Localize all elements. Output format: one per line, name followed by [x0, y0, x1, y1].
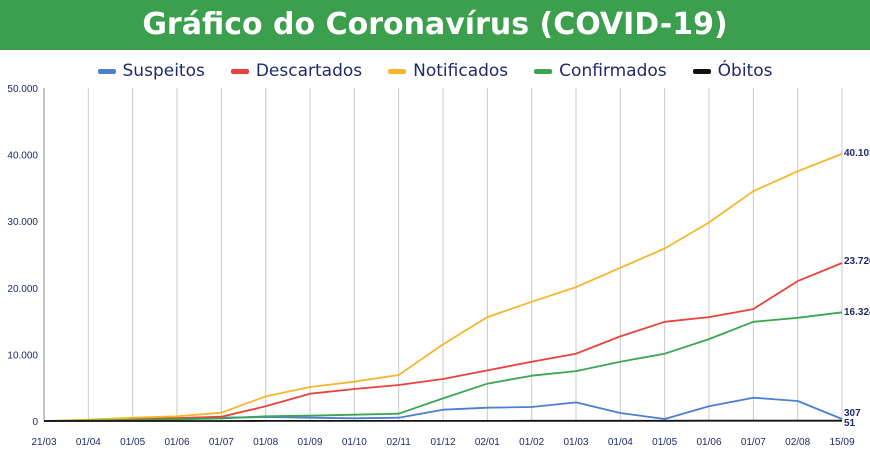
- x-tick-label: 01/05: [120, 437, 145, 448]
- end-value-label: 16.324: [844, 307, 870, 318]
- legend-item-obitos: Óbitos: [692, 61, 773, 81]
- end-value-label: 51: [844, 418, 856, 429]
- y-tick-label: 50.000: [7, 84, 38, 95]
- x-tick-label: 01/06: [164, 437, 189, 448]
- end-value-label: 23.726: [844, 256, 870, 267]
- legend-label: Notificados: [413, 61, 509, 81]
- x-tick-label: 01/09: [297, 437, 322, 448]
- x-tick-label: 02/08: [785, 437, 810, 448]
- y-tick-label: 10.000: [7, 350, 38, 361]
- legend-item-notificados: Notificados: [388, 61, 508, 81]
- x-tick-label: 01/12: [430, 437, 455, 448]
- x-tick-label: 21/03: [31, 437, 56, 448]
- x-tick-label: 02/11: [387, 437, 412, 448]
- y-tick-label: 0: [32, 417, 38, 428]
- y-tick-label: 30.000: [7, 217, 38, 228]
- end-value-label: 40.101: [844, 148, 870, 159]
- x-tick-label: 01/04: [76, 437, 101, 448]
- series-line-notificados: [43, 153, 843, 422]
- x-tick-label: 01/03: [563, 437, 588, 448]
- series-line-descartados: [43, 262, 843, 422]
- legend-label: Suspeitos: [122, 61, 205, 81]
- legend-label: Confirmados: [559, 61, 667, 81]
- y-tick-label: 40.000: [7, 151, 38, 162]
- x-tick-label: 01/07: [209, 437, 234, 448]
- chart-legend: Suspeitos Descartados Notificados Confir…: [0, 58, 870, 84]
- x-tick-label: 01/02: [519, 437, 544, 448]
- legend-item-descartados: Descartados: [230, 61, 363, 81]
- x-tick-label: 01/05: [652, 437, 677, 448]
- legend-item-confirmados: Confirmados: [534, 61, 667, 81]
- x-tick-label: 01/04: [608, 437, 633, 448]
- legend-swatch: [230, 68, 249, 74]
- legend-swatch: [534, 68, 553, 74]
- series-line-confirmados: [43, 311, 843, 422]
- x-tick-label: 15/09: [829, 437, 854, 448]
- legend-label: Descartados: [255, 61, 363, 81]
- x-tick-label: 01/08: [253, 437, 278, 448]
- x-tick-label: 02/01: [475, 437, 500, 448]
- chart-title: Gráfico do Coronavírus (COVID-19): [142, 7, 728, 42]
- legend-swatch: [97, 68, 116, 74]
- x-tick-label: 01/10: [342, 437, 367, 448]
- y-tick-label: 20.000: [7, 284, 38, 295]
- legend-label: Óbitos: [717, 61, 773, 81]
- legend-item-suspeitos: Suspeitos: [97, 61, 205, 81]
- legend-swatch: [692, 68, 711, 74]
- x-tick-label: 01/06: [696, 437, 721, 448]
- legend-swatch: [388, 68, 407, 74]
- end-value-label: 307: [844, 408, 861, 419]
- title-banner: Gráfico do Coronavírus (COVID-19): [0, 0, 870, 50]
- x-tick-label: 01/07: [741, 437, 766, 448]
